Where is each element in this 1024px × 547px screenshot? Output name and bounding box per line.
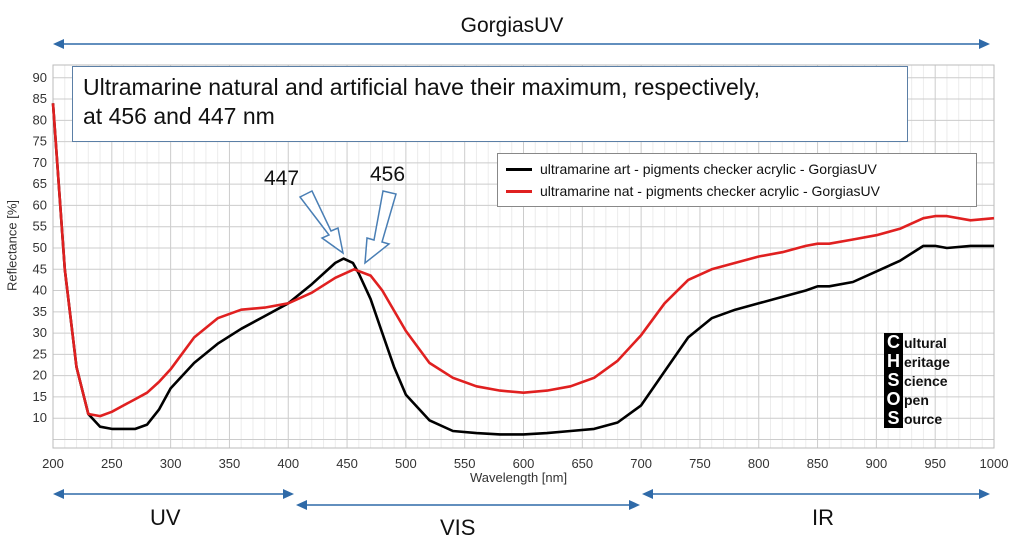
y-tick-label: 30 bbox=[33, 325, 47, 340]
logo-word: ource bbox=[904, 410, 943, 427]
logo-letter: S bbox=[884, 371, 903, 390]
range-arrows bbox=[53, 39, 990, 510]
y-tick-label: 65 bbox=[33, 176, 47, 191]
logo-word: pen bbox=[904, 391, 929, 408]
legend-swatch-art bbox=[506, 167, 532, 171]
logo-row: S ource bbox=[884, 409, 950, 428]
x-tick-label: 650 bbox=[571, 456, 593, 471]
x-tick-label: 1000 bbox=[980, 456, 1009, 471]
series-line-nat bbox=[51, 103, 995, 418]
x-tick-label: 800 bbox=[748, 456, 770, 471]
x-tick-label: 400 bbox=[277, 456, 299, 471]
legend-item-nat: ultramarine nat - pigments checker acryl… bbox=[506, 180, 968, 202]
logo-word: eritage bbox=[904, 353, 950, 370]
x-tick-label: 250 bbox=[101, 456, 123, 471]
x-tick-labels: 200 250 300 350 400 450 500 550 600 650 700 750 800 8… bbox=[42, 456, 1008, 471]
x-tick-label: 950 bbox=[924, 456, 946, 471]
arrow-ir-head-right bbox=[979, 489, 990, 499]
x-tick-label: 200 bbox=[42, 456, 64, 471]
logo-letter: H bbox=[884, 352, 903, 371]
logo-letter: O bbox=[884, 390, 903, 409]
arrow-vis-head-left bbox=[296, 500, 307, 510]
peak-arrow-456 bbox=[364, 190, 397, 265]
x-tick-label: 750 bbox=[689, 456, 711, 471]
logo-row: S cience bbox=[884, 371, 950, 390]
y-tick-labels: 10 15 20 25 30 35 40 45 50 55 60 65 70 75 80 85 90 bbox=[33, 70, 47, 425]
peak-label-456: 456 bbox=[370, 163, 406, 186]
y-tick-label: 50 bbox=[33, 240, 47, 255]
arrow-full-range-head-left bbox=[53, 39, 64, 49]
x-tick-label: 500 bbox=[395, 456, 417, 471]
plot-frame bbox=[52, 64, 995, 449]
series-lines bbox=[51, 103, 995, 436]
logo-word: ultural bbox=[904, 334, 947, 351]
y-tick-label: 60 bbox=[33, 197, 47, 212]
y-tick-label: 10 bbox=[33, 410, 47, 425]
arrow-ir-head-left bbox=[642, 489, 653, 499]
y-tick-label: 75 bbox=[33, 134, 47, 149]
range-label-vis: VIS bbox=[440, 515, 476, 540]
arrow-full-range-head-right bbox=[979, 39, 990, 49]
x-tick-label: 300 bbox=[160, 456, 182, 471]
range-label-ir: IR bbox=[812, 505, 834, 530]
logo-letter: S bbox=[884, 409, 903, 428]
arrow-uv-head-right bbox=[283, 489, 294, 499]
y-tick-label: 45 bbox=[33, 261, 47, 276]
y-tick-label: 80 bbox=[33, 112, 47, 127]
annotation-line-2: at 456 and 447 nm bbox=[83, 103, 275, 129]
legend: ultramarine art - pigments checker acryl… bbox=[497, 153, 977, 207]
peak-arrows bbox=[298, 189, 397, 265]
y-tick-label: 90 bbox=[33, 70, 47, 85]
x-tick-label: 850 bbox=[807, 456, 829, 471]
legend-label-nat: ultramarine nat - pigments checker acryl… bbox=[540, 183, 881, 199]
x-tick-label: 550 bbox=[454, 456, 476, 471]
x-tick-label: 700 bbox=[630, 456, 652, 471]
annotation-line-1: Ultramarine natural and artificial have … bbox=[83, 74, 761, 100]
peak-label-447: 447 bbox=[264, 167, 300, 190]
x-tick-label: 900 bbox=[866, 456, 888, 471]
arrow-uv-head-left bbox=[53, 489, 64, 499]
x-tick-label: 350 bbox=[219, 456, 241, 471]
logo-word: cience bbox=[904, 372, 948, 389]
logo-row: H eritage bbox=[884, 352, 950, 371]
chsos-logo: C ultural H eritage S cience O pen S our… bbox=[884, 333, 950, 428]
y-tick-label: 85 bbox=[33, 91, 47, 106]
logo-row: O pen bbox=[884, 390, 950, 409]
legend-swatch-nat bbox=[506, 189, 532, 193]
x-tick-label: 450 bbox=[336, 456, 358, 471]
y-tick-label: 25 bbox=[33, 346, 47, 361]
y-tick-label: 40 bbox=[33, 283, 47, 298]
annotation-box: Ultramarine natural and artificial have … bbox=[72, 66, 908, 142]
legend-item-art: ultramarine art - pigments checker acryl… bbox=[506, 158, 968, 180]
y-tick-label: 55 bbox=[33, 219, 47, 234]
x-axis-label: Wavelength [nm] bbox=[470, 470, 568, 485]
logo-row: C ultural bbox=[884, 333, 950, 352]
y-tick-label: 20 bbox=[33, 368, 47, 383]
series-line-art bbox=[51, 103, 994, 436]
x-tick-label: 600 bbox=[513, 456, 535, 471]
y-tick-label: 70 bbox=[33, 155, 47, 170]
y-tick-label: 15 bbox=[33, 389, 47, 404]
peak-arrow-447 bbox=[298, 189, 345, 255]
chart-title: GorgiasUV bbox=[460, 14, 564, 37]
arrow-vis-head-right bbox=[629, 500, 640, 510]
logo-letter: C bbox=[884, 333, 903, 352]
range-label-uv: UV bbox=[150, 505, 181, 530]
y-axis-label: Reflectance [%] bbox=[4, 199, 20, 292]
legend-label-art: ultramarine art - pigments checker acryl… bbox=[540, 161, 877, 177]
y-tick-label: 35 bbox=[33, 304, 47, 319]
